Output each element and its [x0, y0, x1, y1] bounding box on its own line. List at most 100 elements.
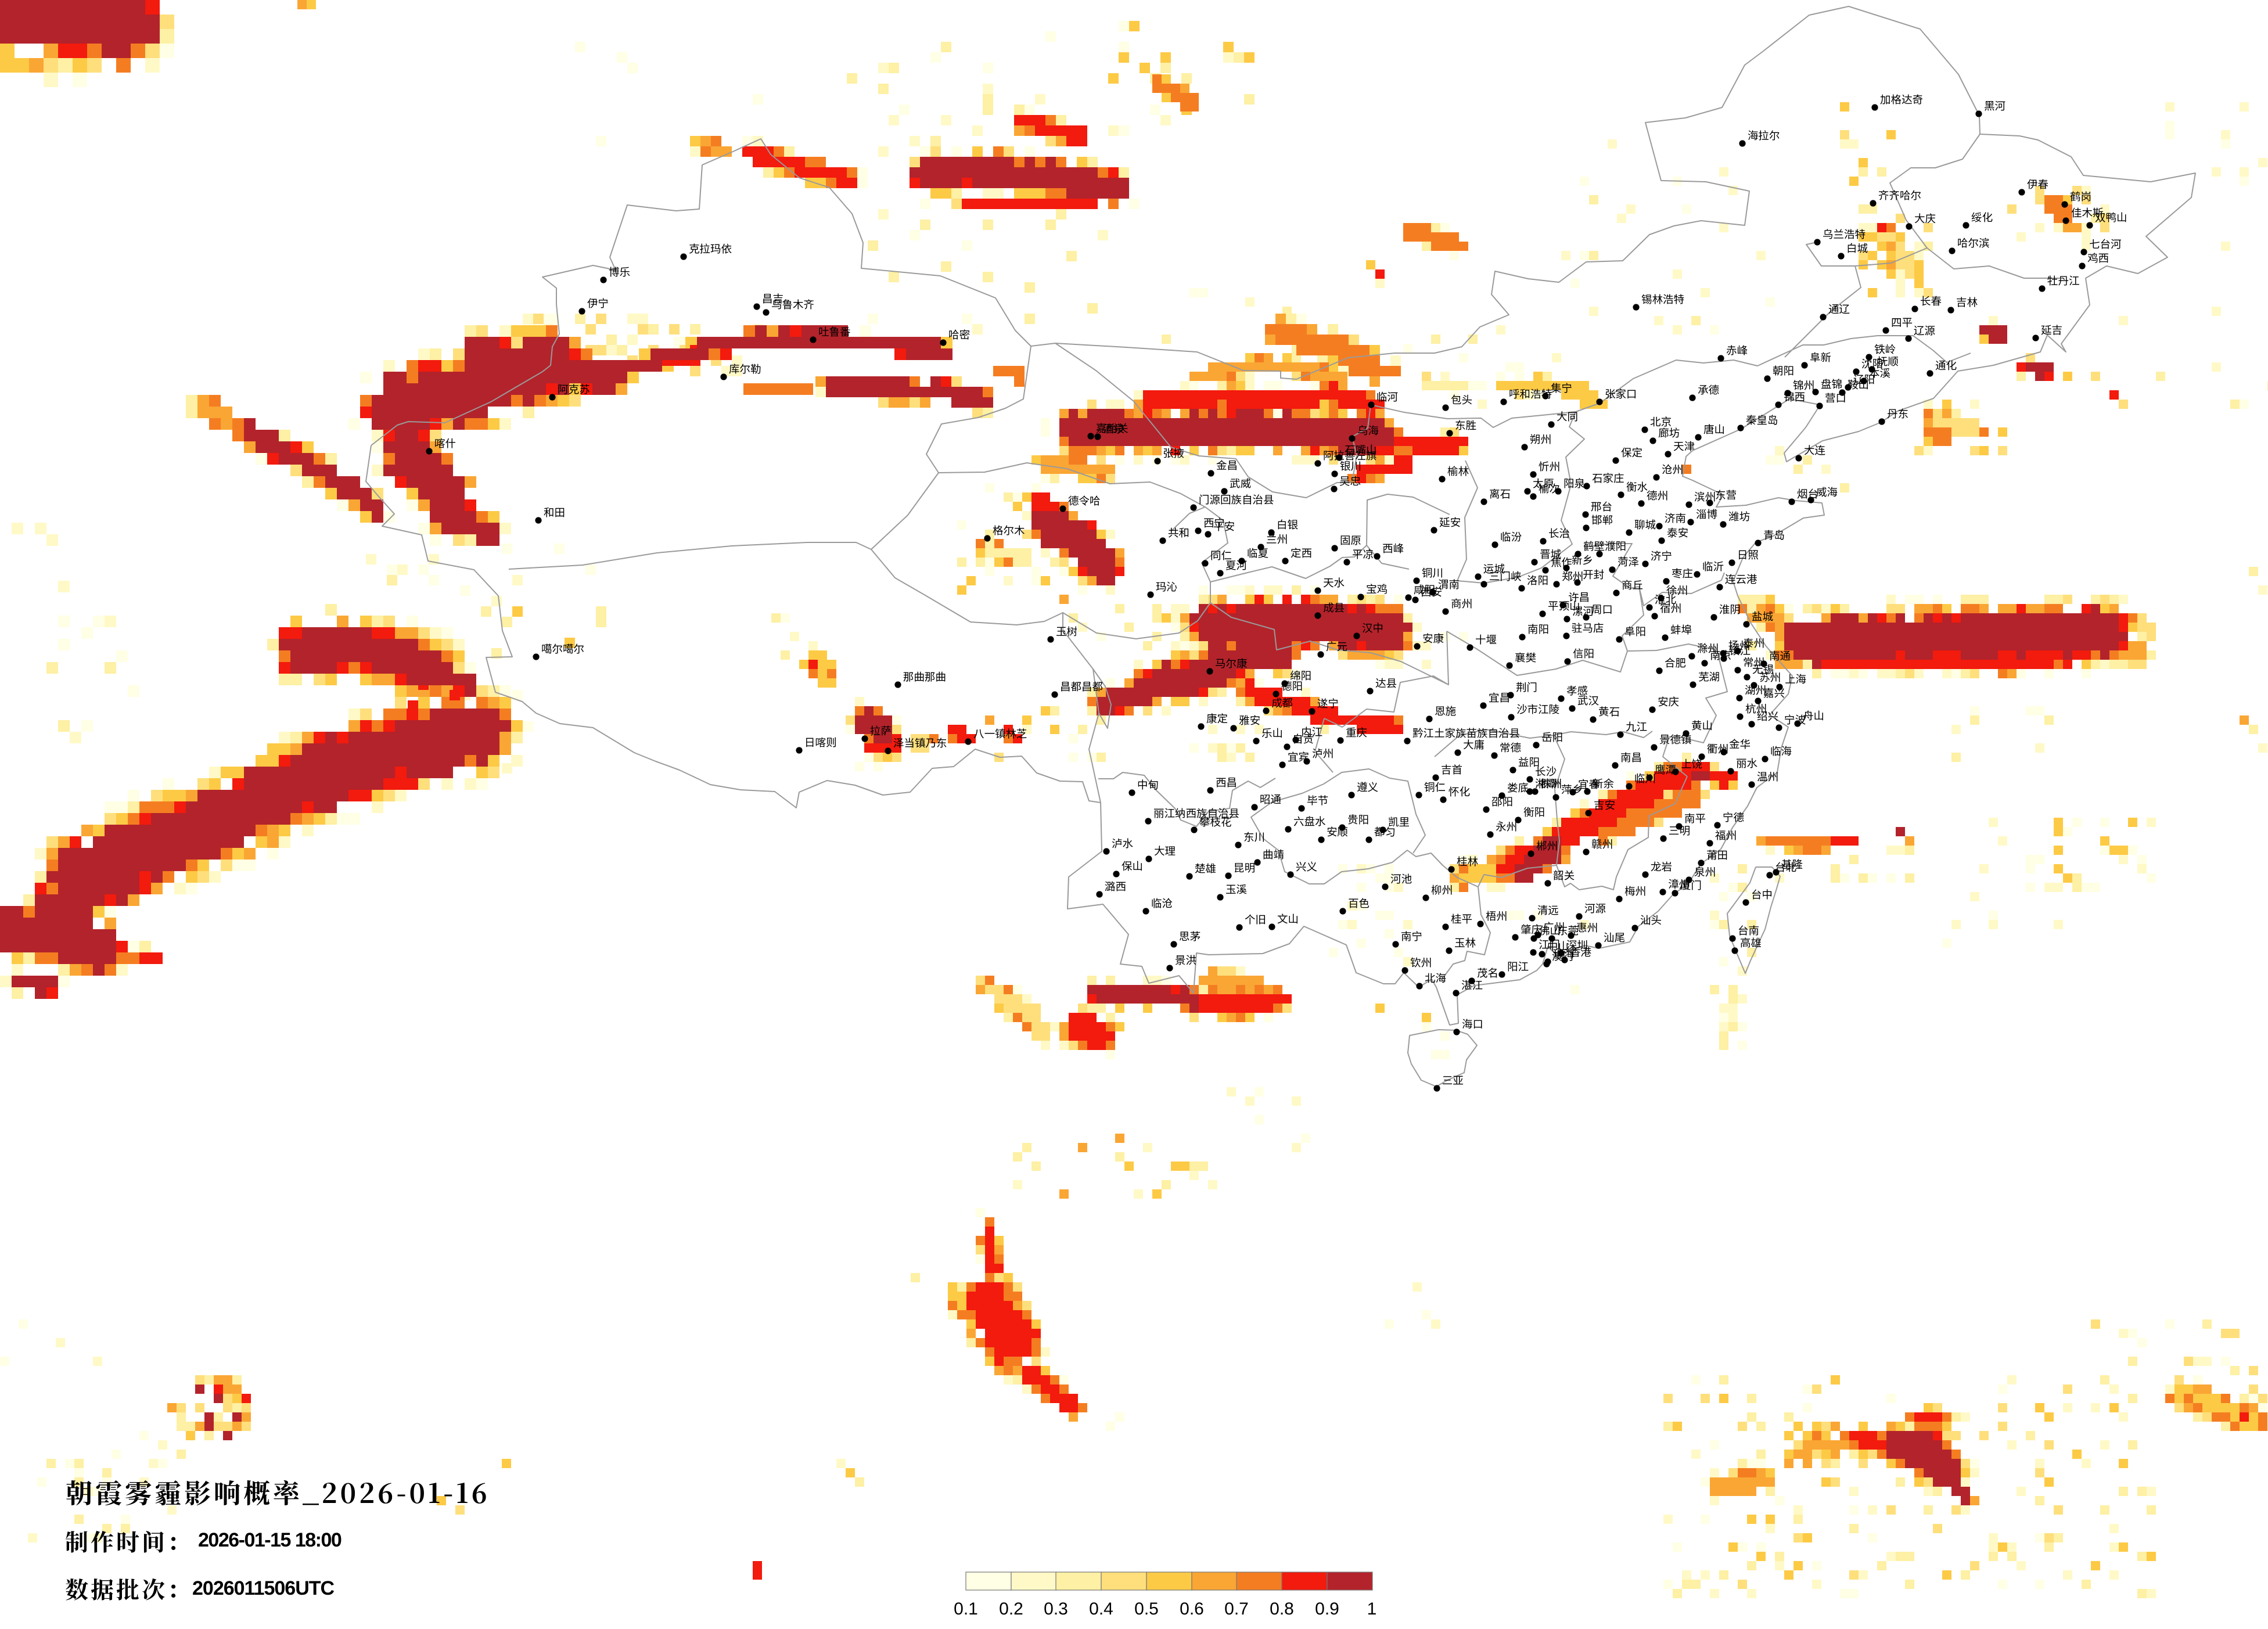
- svg-text:朔州: 朔州: [1530, 431, 1551, 447]
- svg-text:西宁: 西宁: [1203, 515, 1225, 530]
- svg-text:六盘水: 六盘水: [1293, 814, 1326, 829]
- svg-text:阿拉善左旗: 阿拉善左旗: [1323, 448, 1377, 463]
- svg-text:驻马店: 驻马店: [1572, 620, 1604, 635]
- svg-text:苏州: 苏州: [1759, 670, 1781, 685]
- svg-text:岳阳: 岳阳: [1541, 729, 1563, 745]
- svg-text:商丘: 商丘: [1622, 577, 1643, 592]
- svg-text:丹东: 丹东: [1887, 406, 1908, 421]
- svg-text:那曲那曲: 那曲那曲: [903, 669, 946, 684]
- svg-text:淮阴: 淮阴: [1719, 602, 1741, 617]
- svg-text:昆明: 昆明: [1234, 860, 1255, 875]
- svg-text:福州: 福州: [1715, 828, 1737, 843]
- svg-text:七台河: 七台河: [2089, 236, 2122, 251]
- svg-text:临沂: 临沂: [1702, 559, 1724, 574]
- svg-text:西安: 西安: [1421, 584, 1442, 599]
- svg-text:河源: 河源: [1584, 901, 1606, 916]
- svg-text:漯河: 漯河: [1572, 603, 1594, 618]
- svg-text:曲靖: 曲靖: [1263, 847, 1284, 862]
- svg-text:宝鸡: 宝鸡: [1366, 581, 1388, 596]
- svg-text:长治: 长治: [1548, 526, 1570, 541]
- svg-text:镇江: 镇江: [1729, 643, 1751, 658]
- svg-text:成都: 成都: [1271, 695, 1293, 710]
- svg-text:哈尔滨: 哈尔滨: [1957, 235, 1990, 250]
- svg-text:怀化: 怀化: [1448, 784, 1471, 799]
- svg-text:广元: 广元: [1326, 639, 1347, 654]
- svg-text:平凉: 平凉: [1352, 546, 1374, 562]
- svg-text:舟山: 舟山: [1803, 708, 1824, 723]
- svg-text:株洲: 株洲: [1540, 776, 1562, 791]
- svg-text:凯里: 凯里: [1388, 814, 1410, 829]
- svg-text:菏泽: 菏泽: [1618, 554, 1639, 569]
- svg-text:厦门: 厦门: [1680, 878, 1702, 893]
- svg-text:洛阳: 洛阳: [1527, 573, 1548, 588]
- svg-text:烟台: 烟台: [1797, 486, 1818, 501]
- svg-text:康定: 康定: [1206, 711, 1228, 726]
- svg-text:绥化: 绥化: [1971, 210, 1993, 225]
- svg-text:韶关: 韶关: [1553, 868, 1575, 883]
- svg-text:潍坊: 潍坊: [1728, 509, 1751, 524]
- svg-text:保定: 保定: [1621, 445, 1642, 460]
- svg-text:长沙: 长沙: [1535, 764, 1557, 779]
- svg-text:黑河: 黑河: [1984, 98, 2005, 113]
- svg-text:温州: 温州: [1757, 769, 1778, 784]
- svg-text:通化: 通化: [1935, 358, 1957, 373]
- svg-text:玉溪: 玉溪: [1225, 882, 1247, 897]
- svg-text:制作时间：: 制作时间：: [65, 1524, 193, 1558]
- svg-text:萍乡: 萍乡: [1561, 782, 1583, 797]
- svg-text:中山: 中山: [1547, 938, 1569, 954]
- svg-text:晋城: 晋城: [1540, 546, 1562, 562]
- svg-text:攀枝花: 攀枝花: [1199, 814, 1232, 829]
- svg-text:毕节: 毕节: [1307, 793, 1328, 808]
- svg-text:梧州: 梧州: [1486, 908, 1507, 923]
- svg-text:锦西: 锦西: [1784, 389, 1805, 404]
- svg-text:临海: 临海: [1770, 743, 1792, 758]
- svg-text:汉中: 汉中: [1362, 620, 1383, 635]
- svg-text:0.3: 0.3: [1044, 1599, 1068, 1619]
- svg-text:安康: 安康: [1422, 631, 1444, 646]
- svg-text:格尔木: 格尔木: [993, 523, 1025, 538]
- svg-text:伊宁: 伊宁: [587, 296, 609, 311]
- svg-text:桂林: 桂林: [1457, 854, 1478, 869]
- svg-text:新余: 新余: [1593, 776, 1615, 791]
- svg-text:锡林浩特: 锡林浩特: [1641, 292, 1684, 307]
- svg-text:佳木斯: 佳木斯: [2071, 205, 2104, 220]
- svg-text:玉林: 玉林: [1454, 935, 1476, 950]
- svg-text:吴忠: 吴忠: [1339, 473, 1361, 488]
- svg-text:扬州: 扬州: [1728, 638, 1750, 653]
- svg-text:景德镇: 景德镇: [1659, 732, 1692, 747]
- svg-text:东川: 东川: [1243, 829, 1265, 844]
- svg-text:楚雄: 楚雄: [1195, 861, 1216, 876]
- svg-text:和田: 和田: [544, 505, 565, 520]
- svg-text:龙岩: 龙岩: [1651, 859, 1672, 874]
- svg-text:焦作: 焦作: [1551, 555, 1572, 570]
- svg-text:铜川: 铜川: [1422, 565, 1443, 580]
- svg-text:柳州: 柳州: [1431, 882, 1453, 897]
- svg-text:库尔勒: 库尔勒: [729, 361, 761, 376]
- svg-text:连云港: 连云港: [1725, 571, 1757, 587]
- svg-text:四平: 四平: [1891, 315, 1913, 330]
- svg-text:基隆: 基隆: [1781, 857, 1803, 872]
- svg-text:上海: 上海: [1785, 671, 1806, 686]
- svg-text:抚顺: 抚顺: [1877, 354, 1899, 369]
- svg-text:汕尾: 汕尾: [1604, 930, 1625, 945]
- svg-text:临川: 临川: [1634, 771, 1656, 786]
- svg-text:大同: 大同: [1557, 409, 1578, 424]
- svg-text:通辽: 通辽: [1828, 301, 1850, 317]
- svg-text:同仁: 同仁: [1210, 548, 1232, 563]
- svg-text:阳江: 阳江: [1507, 959, 1529, 974]
- svg-text:鹤壁: 鹤壁: [1583, 538, 1605, 553]
- svg-text:台北: 台北: [1775, 860, 1797, 875]
- svg-text:双鸭山: 双鸭山: [2095, 210, 2127, 225]
- svg-text:文山: 文山: [1277, 911, 1299, 926]
- svg-text:香港: 香港: [1570, 944, 1591, 959]
- svg-text:牡丹江: 牡丹江: [2047, 273, 2080, 288]
- svg-text:东胜: 东胜: [1455, 418, 1476, 433]
- svg-text:西峰: 西峰: [1382, 541, 1404, 556]
- svg-text:阜阳: 阜阳: [1624, 624, 1646, 639]
- svg-text:0.7: 0.7: [1224, 1599, 1249, 1619]
- svg-text:合肥: 合肥: [1665, 655, 1686, 670]
- svg-text:九江: 九江: [1626, 719, 1647, 734]
- svg-text:大庆: 大庆: [1914, 211, 1936, 226]
- svg-text:濮阳: 濮阳: [1605, 538, 1626, 553]
- svg-text:海拉尔: 海拉尔: [1748, 128, 1780, 143]
